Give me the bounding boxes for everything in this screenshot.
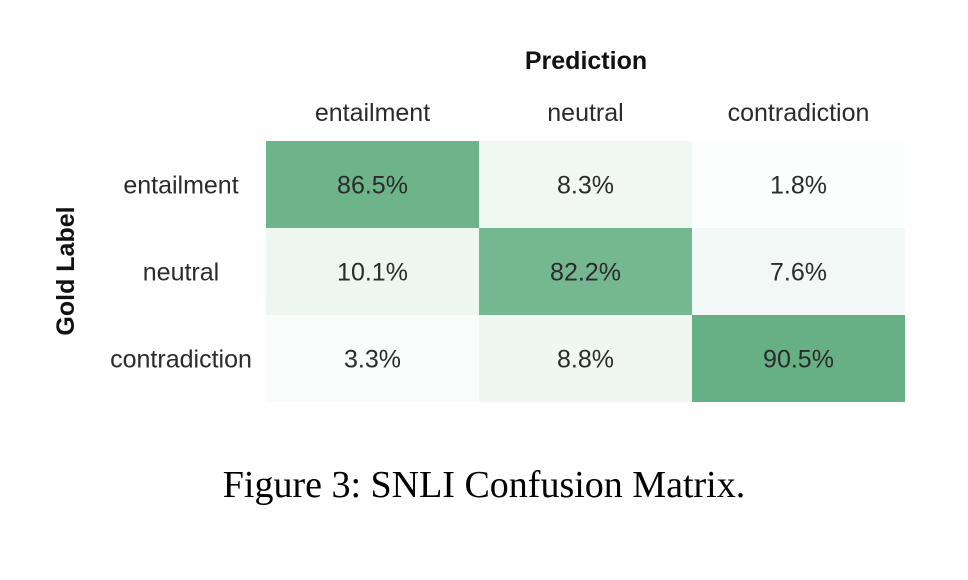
cell-value-label: 7.6% <box>770 259 827 287</box>
cell-entailment-neutral <box>479 141 692 228</box>
cell-neutral-neutral <box>479 228 692 315</box>
cell-value-label: 86.5% <box>337 172 408 200</box>
cell-value-label: 8.3% <box>557 172 614 200</box>
cell-contradiction-contradiction <box>692 315 905 402</box>
cell-value-labels: 86.5% 8.3% 1.8% 10.1% 82.2% 7.6% 3.3% 8.8% 90.5% <box>337 172 834 374</box>
cell-entailment-entailment <box>266 141 479 228</box>
y-tick-label: entailment <box>123 172 238 200</box>
x-tick-label: entailment <box>315 99 430 127</box>
cell-value-label: 10.1% <box>337 259 408 287</box>
cell-value-label: 90.5% <box>763 346 834 374</box>
figure-caption: Figure 3: SNLI Confusion Matrix. <box>222 464 746 506</box>
heatmap-cells <box>266 141 905 402</box>
cell-entailment-contradiction <box>692 141 905 228</box>
cell-value-label: 82.2% <box>550 259 621 287</box>
x-tick-label: contradiction <box>728 99 870 127</box>
cell-neutral-contradiction <box>692 228 905 315</box>
x-tick-labels: entailment neutral contradiction <box>315 99 870 127</box>
confusion-matrix-heatmap: Prediction Gold Label entailment neutral c… <box>52 47 905 402</box>
cell-contradiction-entailment <box>266 315 479 402</box>
y-axis-title: Gold Label <box>52 206 80 335</box>
cell-contradiction-neutral <box>479 315 692 402</box>
y-tick-label: contradiction <box>110 346 252 374</box>
cell-value-label: 8.8% <box>557 346 614 374</box>
y-tick-label: neutral <box>143 259 219 287</box>
cell-value-label: 1.8% <box>770 172 827 200</box>
y-tick-labels: entailment neutral contradiction <box>110 172 252 374</box>
cell-value-label: 3.3% <box>344 346 401 374</box>
x-axis-title: Prediction <box>525 47 647 75</box>
x-tick-label: neutral <box>547 99 623 127</box>
cell-neutral-entailment <box>266 228 479 315</box>
